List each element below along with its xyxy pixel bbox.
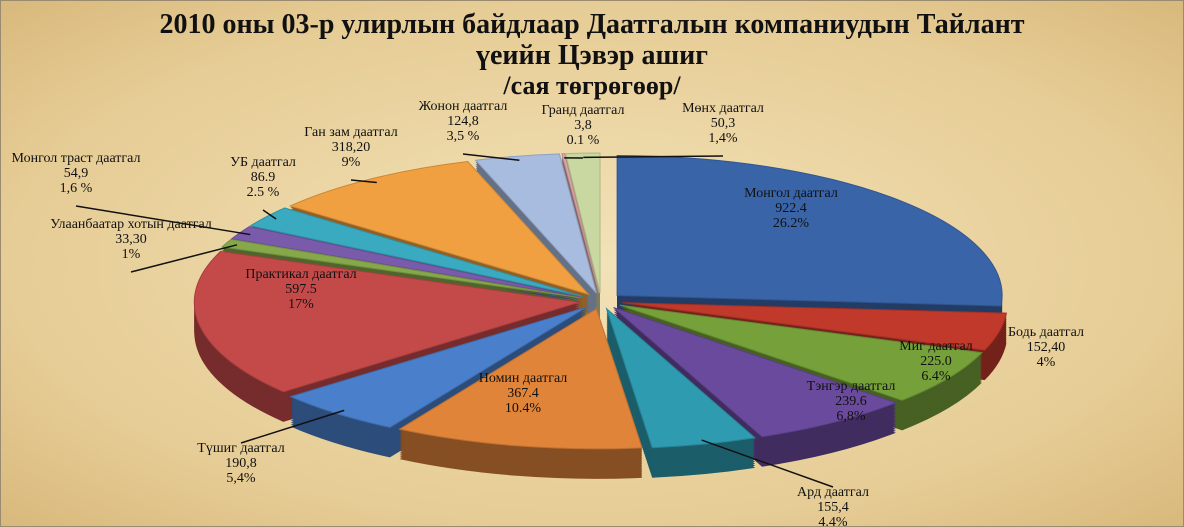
share-label: 4.4%: [818, 515, 848, 526]
value-label: 152,40: [1027, 340, 1066, 355]
slice: [249, 207, 584, 297]
share-label: 1%: [122, 247, 141, 262]
slice: [616, 155, 1003, 307]
value-label: 33,30: [115, 232, 147, 247]
leader-line: [240, 409, 345, 444]
share-label: 3,5 %: [447, 129, 480, 144]
value-label: 239.6: [835, 394, 867, 409]
value-label: 225.0: [920, 354, 952, 369]
value-label: 922.4: [775, 201, 807, 216]
chart-subtitle: /сая төгрөгөөр/: [503, 71, 681, 100]
slice: [220, 238, 581, 299]
slice: [398, 308, 643, 450]
value-label: 597.5: [285, 282, 317, 297]
slice-name: УБ даатгал: [230, 155, 296, 170]
share-label: 2.5 %: [247, 185, 280, 200]
slice-name: Түшиг даатгал: [197, 441, 284, 456]
share-label: 1,4%: [708, 131, 738, 146]
share-label: 0.1 %: [567, 133, 600, 148]
slice-name: Миг даатгал: [899, 339, 973, 354]
slice-side: [561, 157, 599, 298]
value-label: 50,3: [711, 116, 736, 131]
share-label: 6.4%: [921, 369, 951, 384]
slice-name: Монгол траст даатгал: [12, 151, 141, 166]
slice: [193, 250, 580, 393]
share-label: 1,6 %: [60, 181, 93, 196]
value-label: 124,8: [447, 114, 479, 129]
share-label: 10.4%: [505, 401, 542, 416]
slice-name: Ган зам даатгал: [304, 125, 397, 140]
slice-name: Ард даатгал: [797, 485, 869, 500]
slice-name: Жонон даатгал: [419, 99, 508, 114]
leader-line: [701, 439, 834, 488]
slice-side: [561, 159, 599, 300]
slice: [605, 307, 757, 449]
share-label: 6,8%: [836, 409, 866, 424]
value-label: 86.9: [251, 170, 276, 185]
slice-name: Тэнгэр даатгал: [807, 379, 896, 394]
chart-title: 2010 оны 03-р улирлын байдлаар Даатгалын…: [159, 9, 1025, 71]
value-label: 190,8: [225, 456, 257, 471]
slice-name: Практикал даатгал: [245, 267, 356, 282]
slice: [288, 160, 591, 296]
slice-name: Номин даатгал: [479, 371, 568, 386]
leader-line: [583, 155, 724, 159]
leader-line: [462, 153, 520, 162]
slice: [622, 302, 1008, 351]
leader-line: [130, 244, 238, 273]
slice-name: Бодь даатгал: [1008, 325, 1084, 340]
leader-line: [75, 205, 251, 236]
slice: [474, 153, 597, 294]
slice: [564, 152, 601, 294]
leader-line: [350, 179, 377, 184]
value-label: 3,8: [574, 118, 592, 133]
slice: [619, 304, 984, 401]
share-label: 5,4%: [226, 471, 256, 486]
slice-name: Гранд даатгал: [542, 103, 625, 118]
value-label: 367.4: [507, 386, 539, 401]
slice: [289, 306, 587, 428]
leader-line: [262, 209, 277, 220]
value-label: 155,4: [817, 500, 849, 515]
slice-name: Мөнх даатгал: [682, 101, 764, 116]
share-label: 17%: [288, 297, 314, 312]
value-label: 318,20: [332, 140, 371, 155]
slice: [561, 153, 600, 294]
share-label: 4%: [1037, 355, 1056, 370]
slice-name: Монгол даатгал: [744, 186, 838, 201]
share-label: 26.2%: [773, 216, 810, 231]
title-block: 2010 оны 03-р улирлын байдлаар Даатгалын…: [1, 9, 1183, 101]
share-label: 9%: [342, 155, 361, 170]
slice: [613, 307, 898, 438]
value-label: 54,9: [64, 166, 89, 181]
